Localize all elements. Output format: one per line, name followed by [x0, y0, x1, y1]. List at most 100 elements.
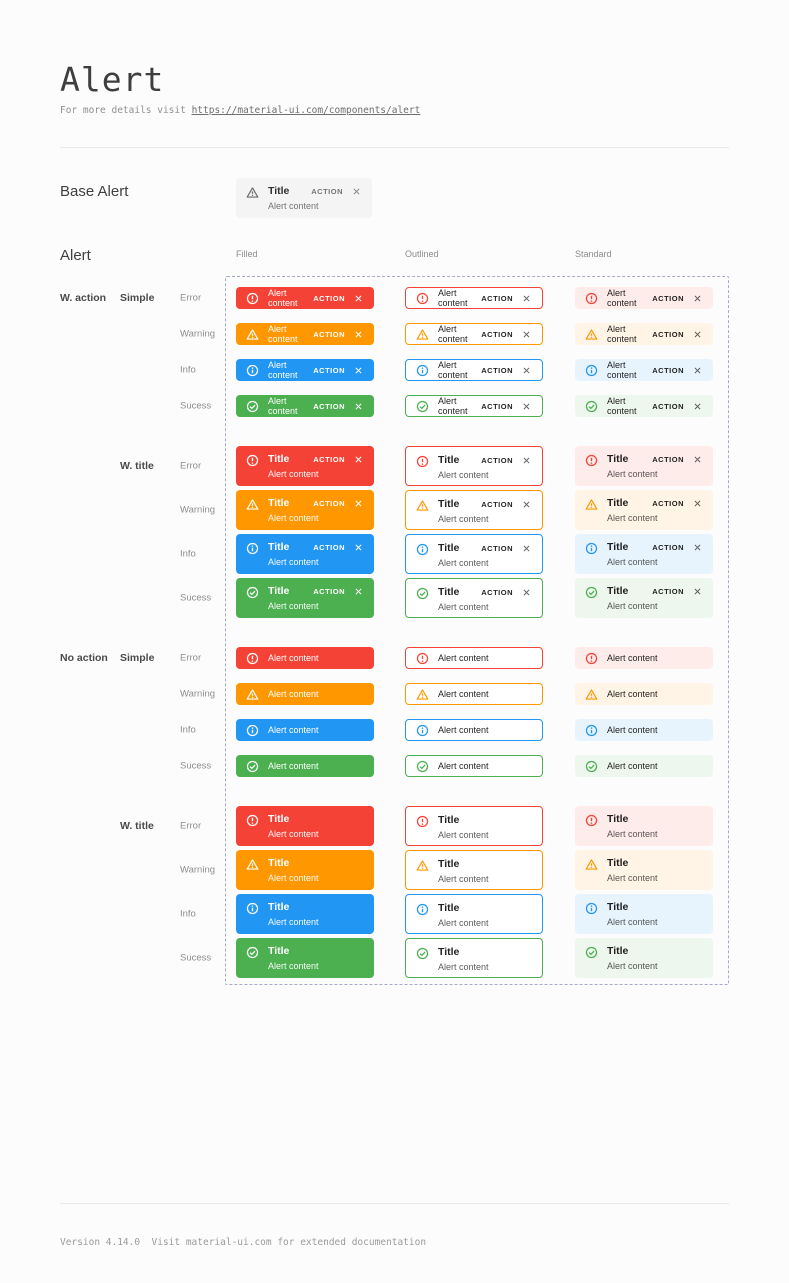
close-icon[interactable] [693, 543, 702, 552]
close-icon[interactable] [522, 330, 531, 339]
close-icon[interactable] [522, 366, 531, 375]
column-header-filled: Filled [236, 249, 258, 259]
alert-standard-info-group4: Title Alert content [575, 894, 713, 934]
close-icon[interactable] [522, 544, 531, 553]
action-button[interactable]: ACTION [652, 293, 684, 303]
close-icon[interactable] [693, 330, 702, 339]
error-icon [246, 292, 259, 305]
alert-filled-success-group1[interactable]: Alert content ACTION [236, 395, 374, 417]
action-button[interactable]: ACTION [313, 586, 345, 596]
column-header-outlined: Outlined [405, 249, 439, 259]
alert-outlined-warning-group2[interactable]: Title ACTION Alert content [405, 490, 543, 530]
close-icon[interactable] [693, 402, 702, 411]
close-icon[interactable] [693, 455, 702, 464]
action-button[interactable]: ACTION [313, 329, 345, 339]
action-button[interactable]: ACTION [313, 401, 345, 411]
action-button[interactable]: ACTION [481, 365, 513, 375]
alert-content: Alert content [607, 360, 637, 380]
close-icon[interactable] [354, 330, 363, 339]
action-button[interactable]: ACTION [311, 186, 343, 196]
alert-outlined-success-group2[interactable]: Title ACTION Alert content [405, 578, 543, 618]
type-label-group2: W. title [120, 460, 154, 472]
alert-outlined-error-group2[interactable]: Title ACTION Alert content [405, 446, 543, 486]
alert-content: Alert content [438, 918, 489, 928]
alert-standard-info-group1[interactable]: Alert content ACTION [575, 359, 713, 381]
alert-content: Alert content [607, 653, 658, 663]
alert-outlined-info-group2[interactable]: Title ACTION Alert content [405, 534, 543, 574]
action-button[interactable]: ACTION [481, 543, 513, 553]
alert-filled-info-group3: Alert content [236, 719, 374, 741]
alert-content: Alert content [607, 725, 658, 735]
close-icon[interactable] [354, 366, 363, 375]
alert-outlined-info-group1[interactable]: Alert content ACTION [405, 359, 543, 381]
alert-content: Alert content [438, 725, 489, 735]
alert-content: Alert content [607, 396, 637, 416]
severity-label-error-group4: Error [180, 820, 202, 832]
action-button[interactable]: ACTION [652, 542, 684, 552]
alert-standard-error-group2[interactable]: Title ACTION Alert content [575, 446, 713, 486]
alert-filled-warning-group2[interactable]: Title ACTION Alert content [236, 490, 374, 530]
alert-filled-info-group1[interactable]: Alert content ACTION [236, 359, 374, 381]
action-button[interactable]: ACTION [313, 498, 345, 508]
alert-outlined-error-group1[interactable]: Alert content ACTION [405, 287, 543, 309]
alert-filled-success-group2[interactable]: Title ACTION Alert content [236, 578, 374, 618]
error-icon [246, 814, 259, 827]
close-icon[interactable] [354, 402, 363, 411]
close-icon[interactable] [522, 294, 531, 303]
alert-title: Title [607, 901, 629, 913]
close-icon[interactable] [354, 294, 363, 303]
close-icon[interactable] [352, 187, 361, 196]
close-icon[interactable] [354, 455, 363, 464]
alert-standard-success-group2[interactable]: Title ACTION Alert content [575, 578, 713, 618]
alert-content: Alert content [438, 396, 468, 416]
warning-icon [246, 186, 259, 199]
alert-filled-info-group2[interactable]: Title ACTION Alert content [236, 534, 374, 574]
docs-link[interactable]: https://material-ui.com/components/alert [191, 105, 421, 116]
action-button[interactable]: ACTION [652, 365, 684, 375]
action-button[interactable]: ACTION [313, 293, 345, 303]
close-icon[interactable] [693, 366, 702, 375]
alert-standard-success-group1[interactable]: Alert content ACTION [575, 395, 713, 417]
close-icon[interactable] [354, 543, 363, 552]
action-button[interactable]: ACTION [313, 454, 345, 464]
close-icon[interactable] [522, 500, 531, 509]
alert-content: Alert content [268, 557, 319, 567]
alert-filled-error-group1[interactable]: Alert content ACTION [236, 287, 374, 309]
action-button[interactable]: ACTION [652, 329, 684, 339]
action-button[interactable]: ACTION [652, 454, 684, 464]
alert-standard-info-group2[interactable]: Title ACTION Alert content [575, 534, 713, 574]
action-button[interactable]: ACTION [313, 365, 345, 375]
action-button[interactable]: ACTION [652, 498, 684, 508]
alert-filled-warning-group1[interactable]: Alert content ACTION [236, 323, 374, 345]
action-button[interactable]: ACTION [481, 587, 513, 597]
alert-filled-success-group4: Title Alert content [236, 938, 374, 978]
action-button[interactable]: ACTION [652, 401, 684, 411]
alert-outlined-warning-group1[interactable]: Alert content ACTION [405, 323, 543, 345]
alert-standard-warning-group2[interactable]: Title ACTION Alert content [575, 490, 713, 530]
action-button[interactable]: ACTION [652, 586, 684, 596]
close-icon[interactable] [693, 294, 702, 303]
alert-filled-warning-group4: Title Alert content [236, 850, 374, 890]
alert-standard-warning-group3: Alert content [575, 683, 713, 705]
close-icon[interactable] [522, 456, 531, 465]
action-button[interactable]: ACTION [481, 329, 513, 339]
action-button[interactable]: ACTION [313, 542, 345, 552]
alert-standard-warning-group1[interactable]: Alert content ACTION [575, 323, 713, 345]
alert-standard-error-group1[interactable]: Alert content ACTION [575, 287, 713, 309]
action-button[interactable]: ACTION [481, 499, 513, 509]
alert-filled-error-group2[interactable]: Title ACTION Alert content [236, 446, 374, 486]
error-icon [585, 652, 598, 665]
subtitle-text: For more details visit [60, 105, 192, 116]
close-icon[interactable] [354, 499, 363, 508]
close-icon[interactable] [693, 587, 702, 596]
alert-outlined-success-group1[interactable]: Alert content ACTION [405, 395, 543, 417]
alert-title: Title [268, 541, 290, 553]
close-icon[interactable] [522, 402, 531, 411]
action-button[interactable]: ACTION [481, 455, 513, 465]
action-button[interactable]: ACTION [481, 293, 513, 303]
close-icon[interactable] [693, 499, 702, 508]
close-icon[interactable] [522, 588, 531, 597]
close-icon[interactable] [354, 587, 363, 596]
alert-outlined-warning-group3: Alert content [405, 683, 543, 705]
action-button[interactable]: ACTION [481, 401, 513, 411]
